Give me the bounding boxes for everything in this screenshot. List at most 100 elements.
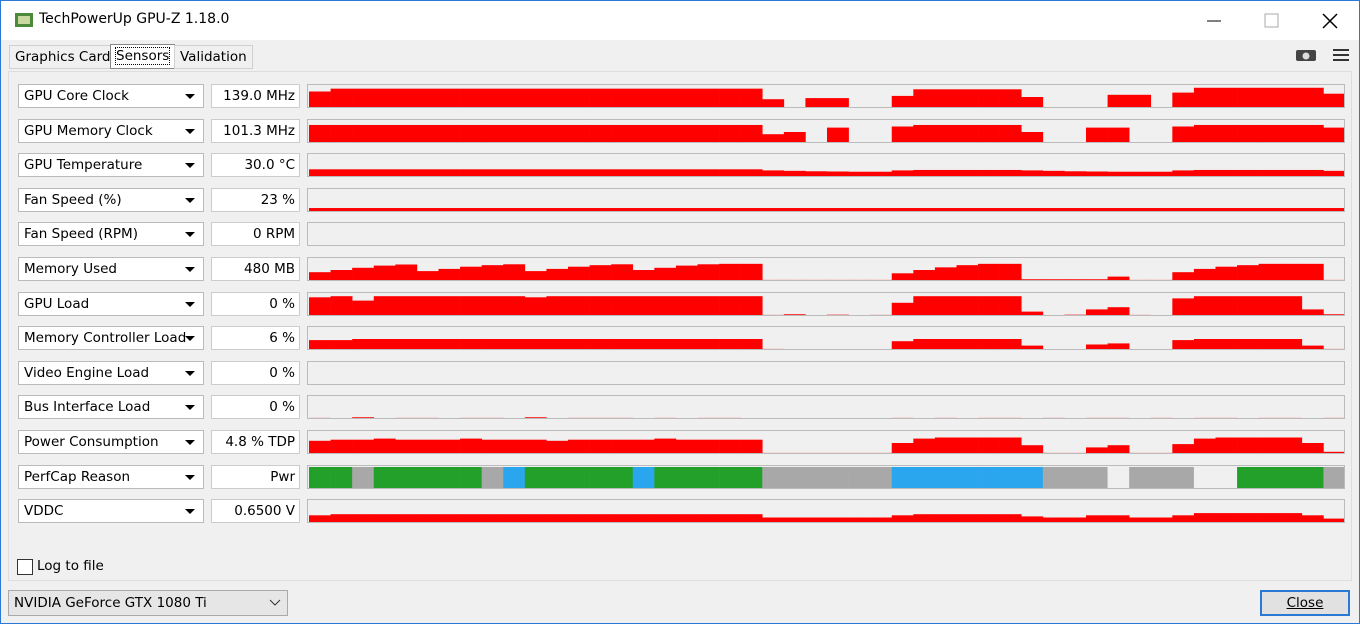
graph-bar bbox=[1193, 438, 1216, 453]
graph-bar bbox=[373, 438, 396, 453]
tab[interactable]: Validation bbox=[174, 45, 253, 69]
graph-bar bbox=[762, 314, 785, 315]
graph-bar bbox=[460, 88, 482, 107]
graph-bar bbox=[848, 208, 871, 211]
graph-bar bbox=[1215, 169, 1238, 176]
graph-segment bbox=[546, 467, 569, 488]
graph-bar bbox=[1215, 417, 1238, 418]
graph-bar bbox=[1129, 349, 1151, 350]
graph-bar bbox=[783, 517, 806, 522]
checkbox-label[interactable]: Log to file bbox=[37, 558, 104, 574]
sensor-graph bbox=[307, 430, 1345, 454]
graph-bar bbox=[870, 517, 893, 522]
graph-bar bbox=[740, 514, 763, 522]
graph-bar bbox=[568, 439, 590, 453]
device-select[interactable]: NVIDIA GeForce GTX 1080 Ti bbox=[8, 590, 288, 616]
graph-bar bbox=[503, 296, 526, 315]
graph-bar bbox=[740, 169, 763, 176]
graph-segment bbox=[719, 467, 741, 488]
sensor-select[interactable]: GPU Memory Clock bbox=[18, 119, 204, 143]
graph-bar bbox=[568, 169, 590, 176]
graph-bar bbox=[1064, 279, 1087, 280]
graph-bar bbox=[1086, 447, 1108, 453]
graph-bar bbox=[740, 296, 763, 315]
graph-bar bbox=[719, 339, 741, 349]
sensor-select[interactable]: Power Consumption bbox=[18, 430, 204, 454]
graph-bar bbox=[330, 439, 353, 453]
graph-bar bbox=[632, 339, 655, 349]
graph-bar bbox=[675, 339, 698, 349]
graph-bar bbox=[827, 314, 849, 315]
window-controls[interactable] bbox=[1201, 9, 1346, 33]
sensor-select[interactable]: GPU Core Clock bbox=[18, 84, 204, 108]
graph-bar bbox=[546, 339, 569, 349]
graph-segment bbox=[503, 467, 526, 488]
graph-bar bbox=[503, 514, 526, 522]
graph-segment bbox=[1021, 467, 1044, 488]
graph-bar bbox=[1021, 445, 1044, 453]
graph-bar bbox=[503, 88, 526, 107]
graph-bar bbox=[934, 437, 957, 453]
graph-bar bbox=[870, 208, 893, 211]
toolbar-icons[interactable] bbox=[1294, 46, 1350, 64]
sensor-select[interactable]: Memory Used bbox=[18, 257, 204, 281]
graph-bar bbox=[805, 171, 828, 176]
graph-bar bbox=[956, 89, 979, 107]
graph-bar bbox=[1042, 279, 1065, 280]
sensor-name: Fan Speed (%) bbox=[24, 192, 122, 208]
graph-bar bbox=[546, 208, 569, 211]
graph-bar bbox=[309, 272, 331, 280]
graph-bar bbox=[999, 124, 1022, 142]
tab-selected[interactable]: Sensors bbox=[110, 44, 176, 69]
sensor-reading: 0.6500 V bbox=[211, 499, 300, 523]
graph-bar bbox=[589, 208, 612, 211]
graph-bar bbox=[589, 417, 612, 418]
graph-bar bbox=[352, 300, 375, 315]
sensor-select[interactable]: Fan Speed (RPM) bbox=[18, 222, 204, 246]
checkbox[interactable] bbox=[17, 559, 33, 575]
graph-bar bbox=[1021, 208, 1044, 211]
sensor-select[interactable]: Memory Controller Load bbox=[18, 326, 204, 350]
sensor-graph bbox=[307, 292, 1345, 316]
graph-bar bbox=[1172, 515, 1195, 522]
graph-bar bbox=[438, 169, 461, 176]
tab[interactable]: Graphics Card bbox=[9, 45, 117, 69]
graph-bar bbox=[373, 208, 396, 211]
graph-bar bbox=[460, 296, 482, 315]
graph-bar bbox=[546, 440, 569, 453]
graph-bar bbox=[978, 263, 1000, 280]
sensor-reading: 101.3 MHz bbox=[211, 119, 300, 143]
graph-bar bbox=[805, 208, 828, 211]
graph-bar bbox=[1215, 437, 1238, 453]
graph-bar bbox=[438, 88, 461, 107]
graph-bar bbox=[783, 132, 806, 142]
sensor-select[interactable]: GPU Temperature bbox=[18, 153, 204, 177]
graph-bar bbox=[697, 208, 720, 211]
graph-bar bbox=[309, 91, 331, 107]
graph-bar bbox=[719, 88, 741, 107]
graph-bar bbox=[654, 124, 677, 142]
graph-bar bbox=[978, 437, 1000, 453]
graph-bar bbox=[1193, 208, 1216, 211]
sensor-panel bbox=[8, 71, 1352, 581]
graph-bar bbox=[1193, 417, 1216, 418]
graph-bar bbox=[1129, 208, 1152, 211]
graph-bar bbox=[1064, 452, 1087, 453]
graph-segment bbox=[1323, 467, 1344, 488]
graph-bar bbox=[373, 514, 396, 522]
graph-bar bbox=[524, 514, 547, 522]
sensor-select[interactable]: Video Engine Load bbox=[18, 361, 204, 385]
close-button[interactable]: Close bbox=[1260, 590, 1350, 616]
sensor-select[interactable]: Fan Speed (%) bbox=[18, 188, 204, 212]
graph-bar bbox=[1258, 339, 1281, 349]
graph-bar bbox=[1086, 279, 1108, 280]
graph-bar bbox=[330, 514, 353, 522]
graph-bar bbox=[1258, 513, 1281, 522]
sensor-select[interactable]: PerfCap Reason bbox=[18, 465, 204, 489]
sensor-select[interactable]: VDDC bbox=[18, 499, 204, 523]
sensor-select[interactable]: GPU Load bbox=[18, 292, 204, 316]
graph-bar bbox=[1107, 307, 1130, 315]
sensor-select[interactable]: Bus Interface Load bbox=[18, 395, 204, 419]
graph-bar bbox=[784, 349, 806, 350]
graph-bar bbox=[913, 339, 936, 349]
